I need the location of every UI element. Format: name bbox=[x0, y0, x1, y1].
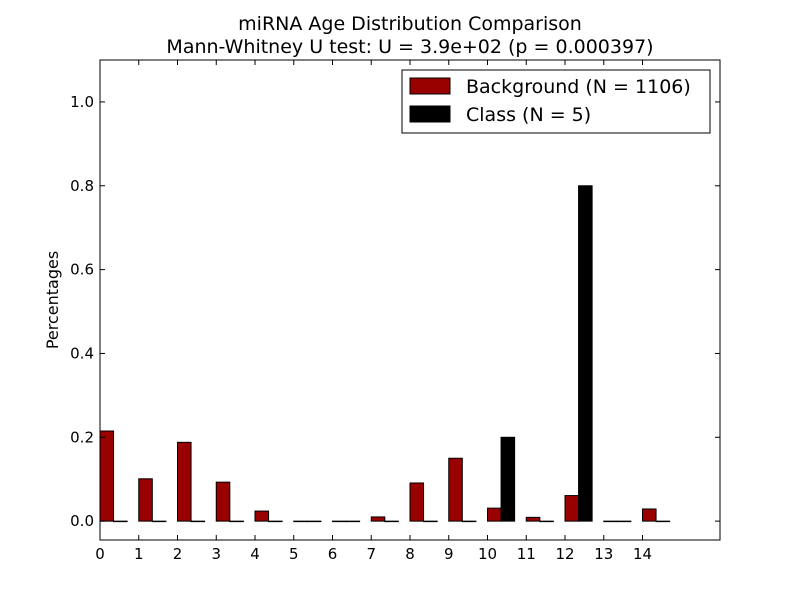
x-tick-label: 0 bbox=[95, 545, 105, 563]
bar-class-4 bbox=[268, 520, 283, 523]
bar-background-11 bbox=[525, 516, 541, 522]
bar-class-12 bbox=[578, 185, 593, 522]
bars-group bbox=[99, 185, 671, 523]
y-tick-label: 0.2 bbox=[70, 428, 94, 446]
bar-class-6 bbox=[345, 520, 361, 523]
bar-class-0 bbox=[113, 520, 128, 523]
bar-background-2 bbox=[177, 441, 192, 522]
bar-class-1 bbox=[151, 520, 167, 523]
bar-class-7 bbox=[384, 520, 399, 523]
bar-background-3 bbox=[215, 481, 231, 522]
bar-background-4 bbox=[254, 510, 270, 522]
bar-background-12 bbox=[564, 495, 580, 522]
x-tick-label: 6 bbox=[328, 545, 338, 563]
bar-class-14 bbox=[655, 520, 671, 523]
x-tick-label: 2 bbox=[173, 545, 183, 563]
legend-label-class: Class (N = 5) bbox=[466, 104, 591, 126]
x-tick-label: 14 bbox=[633, 545, 652, 563]
y-tick-label: 0.4 bbox=[70, 344, 94, 362]
y-tick-label: 0.0 bbox=[70, 512, 94, 530]
x-tick-label: 4 bbox=[250, 545, 260, 563]
legend-box bbox=[401, 69, 711, 134]
bar-background-1 bbox=[138, 478, 153, 522]
y-axis-label: Percentages bbox=[43, 251, 62, 349]
x-tick-label: 5 bbox=[289, 545, 299, 563]
bar-class-13 bbox=[616, 520, 632, 523]
x-tick-label: 1 bbox=[134, 545, 144, 563]
bar-background-14 bbox=[642, 508, 657, 522]
x-axis: 0 1 2 3 4 5 6 7 8 9 10 11 12 13 14 bbox=[95, 60, 652, 563]
bar-class-9 bbox=[461, 520, 477, 523]
x-tick-label: 9 bbox=[444, 545, 454, 563]
bar-background-0 bbox=[99, 430, 115, 522]
bar-background-5 bbox=[293, 520, 308, 523]
x-tick-label: 7 bbox=[366, 545, 376, 563]
bar-class-10 bbox=[500, 436, 516, 522]
y-axis: 0.0 0.2 0.4 0.6 0.8 1.0 bbox=[70, 93, 720, 530]
plot-area bbox=[99, 59, 721, 541]
bar-class-2 bbox=[190, 520, 206, 523]
chart-title: miRNA Age Distribution Comparison bbox=[238, 13, 582, 35]
bar-class-11 bbox=[539, 520, 554, 523]
legend-swatch-class bbox=[409, 105, 451, 123]
bar-class-5 bbox=[306, 520, 322, 523]
x-tick-label: 13 bbox=[594, 545, 613, 563]
bar-background-9 bbox=[448, 457, 463, 522]
bar-class-3 bbox=[229, 520, 244, 523]
bar-background-13 bbox=[603, 520, 618, 523]
y-tick-label: 1.0 bbox=[70, 93, 94, 111]
bar-background-7 bbox=[370, 516, 386, 522]
x-tick-label: 8 bbox=[405, 545, 415, 563]
bar-background-10 bbox=[487, 507, 502, 522]
bar-background-6 bbox=[332, 520, 347, 523]
y-tick-label: 0.6 bbox=[70, 261, 94, 279]
x-tick-label: 3 bbox=[211, 545, 221, 563]
bar-background-8 bbox=[409, 482, 425, 522]
x-tick-label: 12 bbox=[555, 545, 574, 563]
legend-label-background: Background (N = 1106) bbox=[466, 76, 691, 98]
legend-swatch-background bbox=[409, 77, 451, 95]
y-tick-label: 0.8 bbox=[70, 177, 94, 195]
chart-subtitle: Mann-Whitney U test: U = 3.9e+02 (p = 0.… bbox=[166, 36, 654, 58]
legend: Background (N = 1106) Class (N = 5) bbox=[401, 69, 711, 134]
x-tick-label: 11 bbox=[517, 545, 536, 563]
bar-class-8 bbox=[423, 520, 438, 523]
x-tick-label: 10 bbox=[478, 545, 497, 563]
